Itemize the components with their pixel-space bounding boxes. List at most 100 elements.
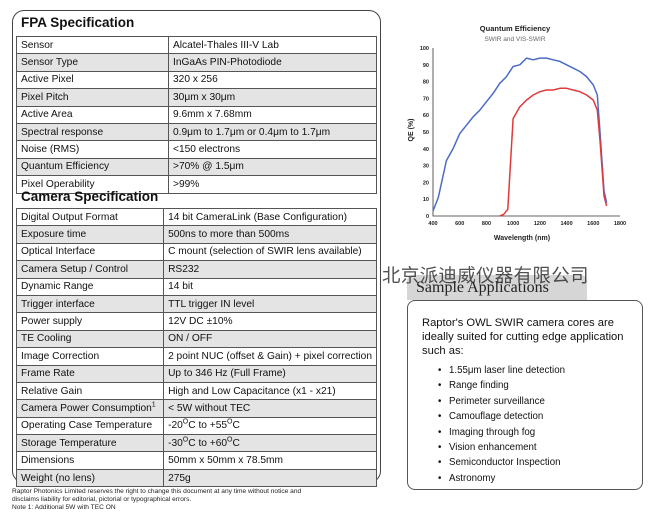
y-tick-label: 20 [423,180,429,186]
spec-label-text: Camera Power Consumption [21,402,152,414]
qe-series-line-red [499,87,608,217]
x-tick-label: 600 [455,221,464,227]
spec-value: Up to 346 Hz (Full Frame) [163,364,377,383]
table-row: Pixel Pitch 30μm x 30μm [16,88,377,107]
list-item: Imaging through fog [438,425,565,441]
table-row: Sensor Alcatel-Thales III-V Lab [16,35,377,55]
spec-label: Relative Gain [15,381,165,401]
spec-label: Power supply [15,312,165,331]
table-row: Spectral response 0.9μm to 1.7μm or 0.4μm… [16,122,377,142]
chart-axes [432,48,620,217]
qe-series-line-blue [432,57,608,212]
spec-label: Image Correction [15,347,165,366]
spec-label: Storage Temperature [15,434,165,453]
spec-value: Alcatel-Thales III-V Lab [168,35,377,55]
table-row: Sensor Type InGaAs PIN-Photodiode [16,53,377,72]
y-tick-label: 40 [423,147,429,153]
spec-value: 0.9μm to 1.7μm or 0.4μm to 1.7μm [168,122,377,142]
table-row: Operating Case Temperature -20OC to +55OC [15,416,377,436]
spec-value: TTL trigger IN level [163,294,377,314]
spec-label: Sensor [16,35,169,55]
specification-panel: FPA Specification Sensor Alcatel-Thales I… [12,10,381,488]
spec-value: 50mm x 50mm x 78.5mm [163,451,377,470]
spec-value: 14 bit CameraLink (Base Configuration) [163,207,377,227]
spec-value: 320 x 256 [168,70,377,90]
spec-value: 9.6mm x 7.68mm [168,105,377,124]
spec-value: >99% [168,175,377,194]
temp-min: -20 [168,420,183,432]
table-row: Dimensions 50mm x 50mm x 78.5mm [15,451,377,470]
spec-value: RS232 [163,260,377,279]
spec-value: < 5W without TEC [163,399,377,418]
list-item: Astronomy [438,471,565,487]
table-row: Exposure time 500ns to more than 500ms [15,225,377,244]
table-row: Digital Output Format 14 bit CameraLink (… [15,207,377,227]
temp-min: -30 [168,437,183,449]
spec-value: ON / OFF [163,329,377,349]
chart-series [432,57,608,217]
spec-value: <150 electrons [168,140,377,159]
list-item: 1.55μm laser line detection [438,363,565,379]
watermark-text: 北京派迪威仪器有限公司 [382,266,589,287]
fpa-spec-title: FPA Specification [21,15,135,30]
spec-label: Weight (no lens) [15,468,165,488]
qe-chart: Quantum Efficiency SWIR and VIS-SWIR Wav… [395,18,635,248]
disclaimer-line: disclaims liability for editorial, picto… [12,495,192,503]
y-tick-label: 0 [426,214,429,220]
list-item: Camouflage detection [438,409,565,425]
list-item: Range finding [438,378,565,394]
x-tick-label: 1200 [534,221,546,227]
spec-label: Quantum Efficiency [16,157,169,177]
temp-mid: C to +55 [188,420,228,432]
spec-value: -20OC to +55OC [163,416,377,436]
footnote-marker: 1 [151,401,156,409]
x-tick-label: 800 [482,221,491,227]
x-tick-label: 1800 [614,221,626,227]
spec-label: Dynamic Range [15,277,165,296]
qe-chart-svg: Quantum Efficiency SWIR and VIS-SWIR Wav… [408,24,626,242]
table-row: Pixel Operability >99% [16,175,377,194]
table-row: Camera Setup / Control RS232 [15,260,377,279]
spec-value: 14 bit [163,277,377,296]
table-row: TE Cooling ON / OFF [15,329,377,349]
spec-value: InGaAs PIN-Photodiode [168,53,377,72]
y-tick-label: 10 [423,197,429,203]
spec-label: Camera Power Consumption1 [15,399,165,418]
table-row: Image Correction 2 point NUC (offset & Ga… [15,347,377,366]
chart-subtitle: SWIR and VIS-SWIR [484,36,545,43]
y-tick-label: 50 [423,130,429,136]
y-tick-label: 90 [423,63,429,69]
spec-value: 275g [163,468,377,488]
x-tick-label: 400 [428,221,437,227]
table-row: Noise (RMS) <150 electrons [16,140,377,159]
list-item: Perimeter surveillance [438,394,565,410]
footer-disclaimer: Raptor Photonics Limited reserves the ri… [12,488,312,512]
y-tick-label: 100 [420,46,429,52]
spec-value: C mount (selection of SWIR lens availabl… [163,242,377,262]
spec-value: 12V DC ±10% [163,312,377,331]
temp-unit: C [232,420,240,432]
camera-spec-title: Camera Specification [21,189,159,204]
table-row: Quantum Efficiency >70% @ 1.5μm [16,157,377,177]
y-tick-label: 70 [423,96,429,102]
x-tick-label: 1600 [587,221,599,227]
spec-label: Pixel Pitch [16,88,169,107]
disclaimer-line: Raptor Photonics Limited reserves the ri… [12,488,302,495]
table-row: Frame Rate Up to 346 Hz (Full Frame) [15,364,377,383]
table-row: Active Pixel 320 x 256 [16,70,377,90]
apps-title-tab [407,275,587,300]
camera-spec-table: Digital Output Format 14 bit CameraLink (… [15,207,377,488]
spec-label: Noise (RMS) [16,140,169,159]
spec-label: Pixel Operability [16,175,169,194]
spec-value: >70% @ 1.5μm [168,157,377,177]
degree-mark: O [227,436,233,444]
temp-unit: C [232,437,240,449]
spec-value: 30μm x 30μm [168,88,377,107]
list-item: Semiconductor Inspection [438,455,565,471]
spec-label: Optical Interface [15,242,165,262]
apps-intro: Raptor's OWL SWIR camera cores are ideal… [422,317,624,357]
spec-value: 500ns to more than 500ms [163,225,377,244]
spec-value: -30OC to +60OC [163,434,377,453]
spec-label: Active Pixel [16,70,169,90]
y-tick-label: 30 [423,164,429,170]
